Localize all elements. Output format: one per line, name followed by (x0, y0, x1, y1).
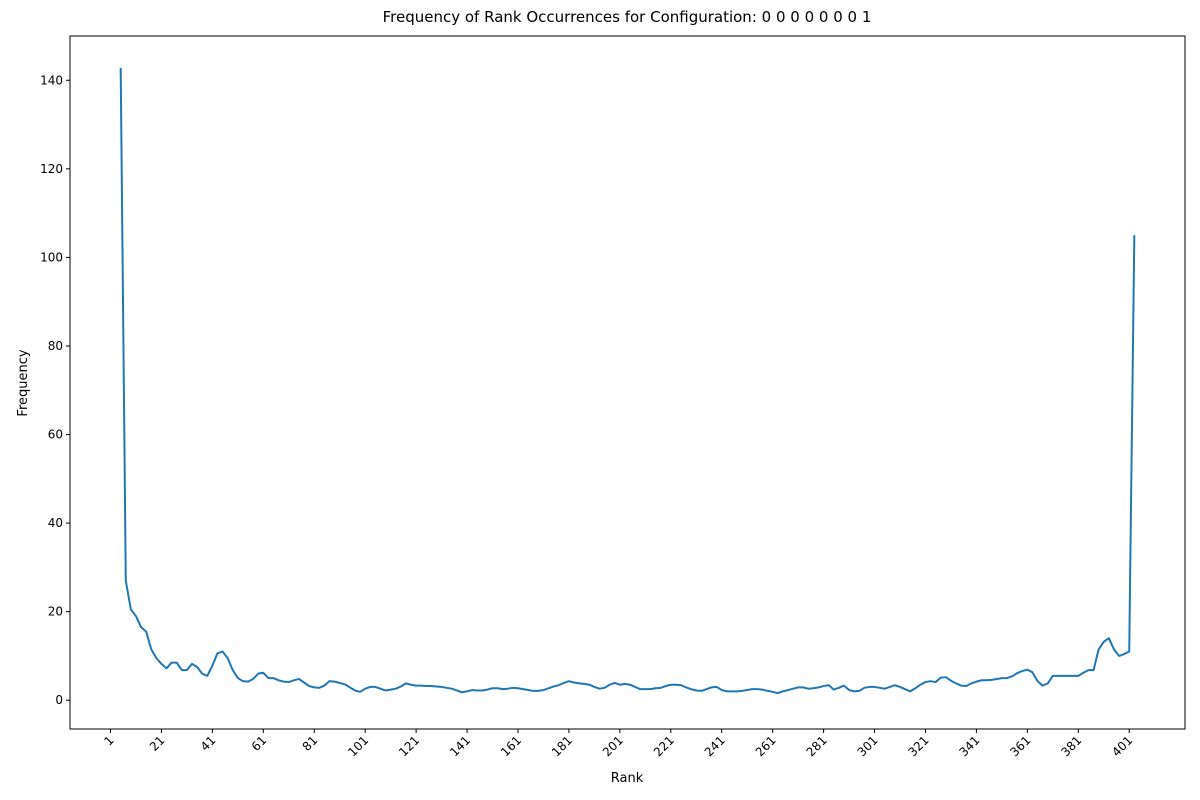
x-tick-label: 201 (600, 733, 626, 759)
x-tick-label: 341 (956, 733, 982, 759)
x-tick-label: 1 (101, 733, 116, 748)
y-tick-label: 40 (48, 516, 63, 530)
plot-frame (69, 35, 1186, 730)
x-tick-label: 361 (1007, 733, 1033, 759)
y-tick-label: 60 (48, 428, 63, 442)
x-tick-label: 221 (651, 733, 677, 759)
x-tick-label: 261 (753, 733, 779, 759)
x-tick-label: 41 (198, 733, 219, 754)
y-tick-label: 120 (40, 162, 63, 176)
x-tick-label: 281 (804, 733, 830, 759)
x-tick-label: 61 (249, 733, 270, 754)
data-line (119, 67, 1136, 695)
y-axis-label: Frequency (16, 349, 31, 416)
y-tick-label: 100 (40, 250, 63, 264)
x-tick-label: 21 (147, 733, 168, 754)
y-tick-label: 80 (48, 339, 63, 353)
y-tick-label: 140 (40, 73, 63, 87)
y-tick-label: 20 (48, 605, 63, 619)
chart-title: Frequency of Rank Occurrences for Config… (383, 8, 872, 26)
x-axis-label: Rank (611, 771, 644, 786)
x-tick-label: 161 (498, 733, 524, 759)
x-tick-label: 381 (1058, 733, 1084, 759)
x-tick-label: 141 (447, 733, 473, 759)
x-tick-label: 101 (345, 733, 371, 759)
y-tick-label: 0 (55, 693, 63, 707)
x-tick-label: 301 (855, 733, 881, 759)
x-tick-label: 401 (1109, 733, 1135, 759)
x-tick-label: 181 (549, 733, 575, 759)
x-tick-label: 321 (906, 733, 932, 759)
x-tick-label: 121 (396, 733, 422, 759)
x-tick-label: 241 (702, 733, 728, 759)
x-tick-label: 81 (300, 733, 321, 754)
